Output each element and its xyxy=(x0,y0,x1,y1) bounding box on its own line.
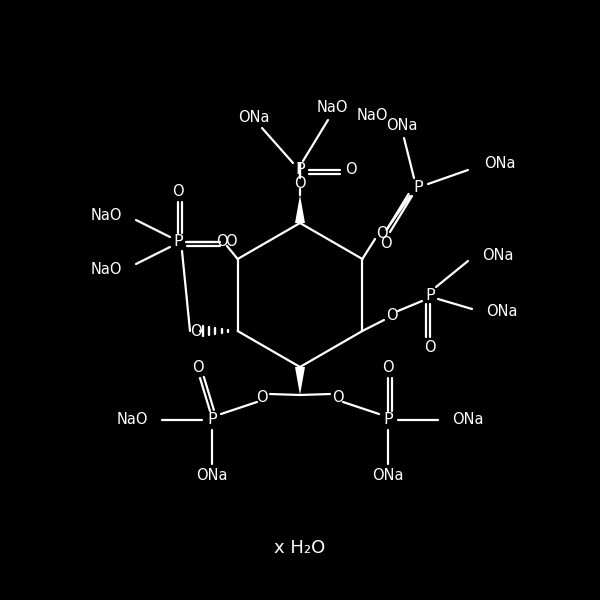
Polygon shape xyxy=(295,195,305,223)
Text: P: P xyxy=(207,413,217,427)
Text: NaO: NaO xyxy=(316,100,348,115)
Text: O: O xyxy=(382,359,394,374)
Polygon shape xyxy=(295,367,305,395)
Text: P: P xyxy=(413,181,423,196)
Text: O: O xyxy=(225,235,237,250)
Text: O: O xyxy=(190,323,202,338)
Text: x H₂O: x H₂O xyxy=(274,539,326,557)
Text: O: O xyxy=(294,175,306,191)
Text: ONa: ONa xyxy=(486,304,517,319)
Text: NaO: NaO xyxy=(116,413,148,427)
Text: NaO: NaO xyxy=(91,262,122,277)
Text: O: O xyxy=(380,235,392,251)
Text: NaO: NaO xyxy=(91,208,122,223)
Text: NaO: NaO xyxy=(356,107,388,122)
Text: ONa: ONa xyxy=(482,247,514,263)
Text: O: O xyxy=(332,391,344,406)
Text: O: O xyxy=(216,235,228,250)
Text: ONa: ONa xyxy=(452,413,484,427)
Text: P: P xyxy=(173,235,183,250)
Text: P: P xyxy=(383,413,393,427)
Text: O: O xyxy=(192,359,204,374)
Text: ONa: ONa xyxy=(238,110,270,125)
Text: O: O xyxy=(345,163,357,178)
Text: P: P xyxy=(425,287,435,302)
Text: ONa: ONa xyxy=(372,467,404,482)
Text: O: O xyxy=(386,307,398,323)
Text: O: O xyxy=(376,226,388,241)
Text: O: O xyxy=(256,391,268,406)
Text: O: O xyxy=(172,185,184,199)
Text: P: P xyxy=(295,163,305,178)
Text: ONa: ONa xyxy=(386,118,418,133)
Text: ONa: ONa xyxy=(196,467,228,482)
Text: ONa: ONa xyxy=(484,157,515,172)
Text: O: O xyxy=(424,340,436,355)
